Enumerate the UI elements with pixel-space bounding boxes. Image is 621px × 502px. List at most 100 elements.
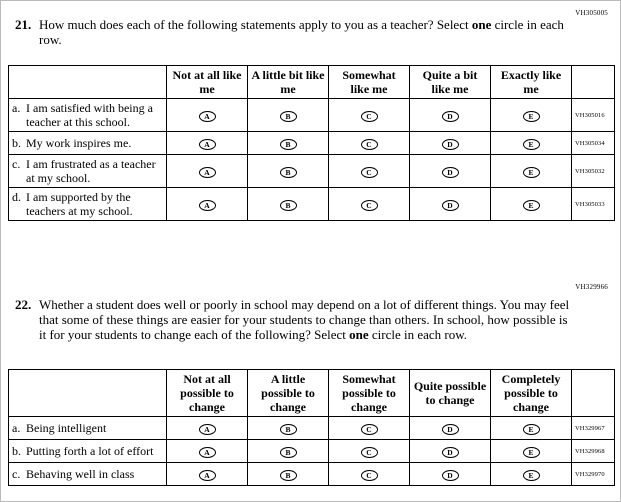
option-cell: E <box>490 462 572 486</box>
answer-circle-a[interactable]: A <box>198 447 216 458</box>
question-22-prompt: Whether a student does well or poorly in… <box>39 297 571 342</box>
option-cell: D <box>409 154 491 188</box>
answer-circle-e[interactable]: E <box>522 111 540 122</box>
answer-circle-d[interactable]: D <box>441 139 459 150</box>
statement-cell: a. Being intelligent <box>8 416 167 440</box>
answer-circle-d[interactable]: D <box>441 111 459 122</box>
question-21: 21. How much does each of the following … <box>15 17 611 47</box>
prompt-text: circle in each row. <box>368 327 468 342</box>
answer-circle-c[interactable]: C <box>360 200 378 211</box>
answer-circle-b[interactable]: B <box>279 200 297 211</box>
q22-col-header-2: A little possible to change <box>247 369 329 417</box>
answer-circle-c[interactable]: C <box>360 470 378 481</box>
answer-circle-e[interactable]: E <box>522 447 540 458</box>
answer-circle-a[interactable]: A <box>198 167 216 178</box>
answer-circle-e[interactable]: E <box>522 470 540 481</box>
option-cell: B <box>247 416 329 440</box>
row-label: a. <box>12 101 21 115</box>
row-label: d. <box>12 190 21 204</box>
answer-circle-c[interactable]: C <box>360 424 378 435</box>
option-cell: D <box>409 462 491 486</box>
answer-circle-b[interactable]: B <box>279 470 297 481</box>
q22-col-header-5: Completely possible to change <box>490 369 572 417</box>
option-cell: B <box>247 131 329 155</box>
option-cell: D <box>409 416 491 440</box>
q21-col-header-1: Not at all like me <box>166 65 248 99</box>
answer-circle-b[interactable]: B <box>279 424 297 435</box>
option-cell: D <box>409 187 491 221</box>
option-cell: A <box>166 416 248 440</box>
prompt-text: How much does each of the following stat… <box>39 17 472 32</box>
q22-col-header-1: Not at all possible to change <box>166 369 248 417</box>
table-row-q22-a: a. Being intelligent A B C D E VH329967 <box>8 416 615 440</box>
table-row-q21-d: d. I am supported by the teachers at my s… <box>8 187 615 221</box>
answer-circle-d[interactable]: D <box>441 447 459 458</box>
option-cell: D <box>409 439 491 463</box>
statement-cell: a. I am satisfied with being a teacher at… <box>8 98 167 132</box>
row-text: I am supported by the teachers at my sch… <box>26 190 133 218</box>
answer-circle-e[interactable]: E <box>522 200 540 211</box>
row-code: VH329970 <box>571 462 615 486</box>
option-cell: C <box>328 131 410 155</box>
answer-circle-e[interactable]: E <box>522 139 540 150</box>
option-cell: B <box>247 439 329 463</box>
answer-circle-a[interactable]: A <box>198 424 216 435</box>
option-cell: C <box>328 98 410 132</box>
answer-circle-c[interactable]: C <box>360 139 378 150</box>
answer-circle-b[interactable]: B <box>279 447 297 458</box>
prompt-bold-word: one <box>349 327 369 342</box>
q21-col-header-5: Exactly like me <box>490 65 572 99</box>
row-code: VH329967 <box>571 416 615 440</box>
q21-col-header-2: A little bit like me <box>247 65 329 99</box>
prompt-bold-word: one <box>471 17 492 32</box>
row-label: b. <box>12 136 21 150</box>
answer-circle-d[interactable]: D <box>441 470 459 481</box>
option-cell: E <box>490 187 572 221</box>
question-22-number: 22. <box>15 297 32 312</box>
answer-circle-c[interactable]: C <box>360 111 378 122</box>
q21-col-header-3: Somewhat like me <box>328 65 410 99</box>
q21-code-header <box>571 65 615 99</box>
answer-circle-d[interactable]: D <box>441 200 459 211</box>
answer-circle-c[interactable]: C <box>360 447 378 458</box>
table-row-q22-b: b. Putting forth a lot of effort A B C D … <box>8 439 615 463</box>
q22-code-header <box>571 369 615 417</box>
answer-circle-a[interactable]: A <box>198 111 216 122</box>
answer-circle-d[interactable]: D <box>441 424 459 435</box>
question-22: 22. Whether a student does well or poorl… <box>15 297 611 342</box>
row-text: My work inspires me. <box>26 136 132 150</box>
row-label: c. <box>12 157 21 171</box>
row-code: VH305032 <box>571 154 615 188</box>
answer-circle-b[interactable]: B <box>279 167 297 178</box>
answer-circle-e[interactable]: E <box>522 424 540 435</box>
answer-circle-a[interactable]: A <box>198 139 216 150</box>
row-text: Being intelligent <box>26 421 107 435</box>
row-text: Putting forth a lot of effort <box>26 444 154 458</box>
answer-circle-d[interactable]: D <box>441 167 459 178</box>
q22-col-header-4: Quite possible to change <box>409 369 491 417</box>
option-cell: C <box>328 154 410 188</box>
row-text: Behaving well in class <box>26 467 135 481</box>
row-label: c. <box>12 467 21 481</box>
statement-cell: b. Putting forth a lot of effort <box>8 439 167 463</box>
option-cell: B <box>247 98 329 132</box>
answer-circle-b[interactable]: B <box>279 111 297 122</box>
answer-circle-a[interactable]: A <box>198 470 216 481</box>
answer-circle-e[interactable]: E <box>522 167 540 178</box>
statement-cell: c. Behaving well in class <box>8 462 167 486</box>
q22-header-row: Not at all possible to change A little p… <box>8 369 615 417</box>
form-code-mid: VH329966 <box>575 283 608 291</box>
statement-cell: c. I am frustrated as a teacher at my sch… <box>8 154 167 188</box>
answer-circle-a[interactable]: A <box>198 200 216 211</box>
option-cell: B <box>247 187 329 221</box>
answer-circle-b[interactable]: B <box>279 139 297 150</box>
q21-table: Not at all like me A little bit like me … <box>8 65 615 221</box>
row-code: VH329968 <box>571 439 615 463</box>
form-code-top: VH305005 <box>575 9 608 17</box>
option-cell: A <box>166 187 248 221</box>
row-code: VH305033 <box>571 187 615 221</box>
answer-circle-c[interactable]: C <box>360 167 378 178</box>
table-row-q21-b: b. My work inspires me. A B C D E VH30503… <box>8 131 615 155</box>
statement-cell: b. My work inspires me. <box>8 131 167 155</box>
